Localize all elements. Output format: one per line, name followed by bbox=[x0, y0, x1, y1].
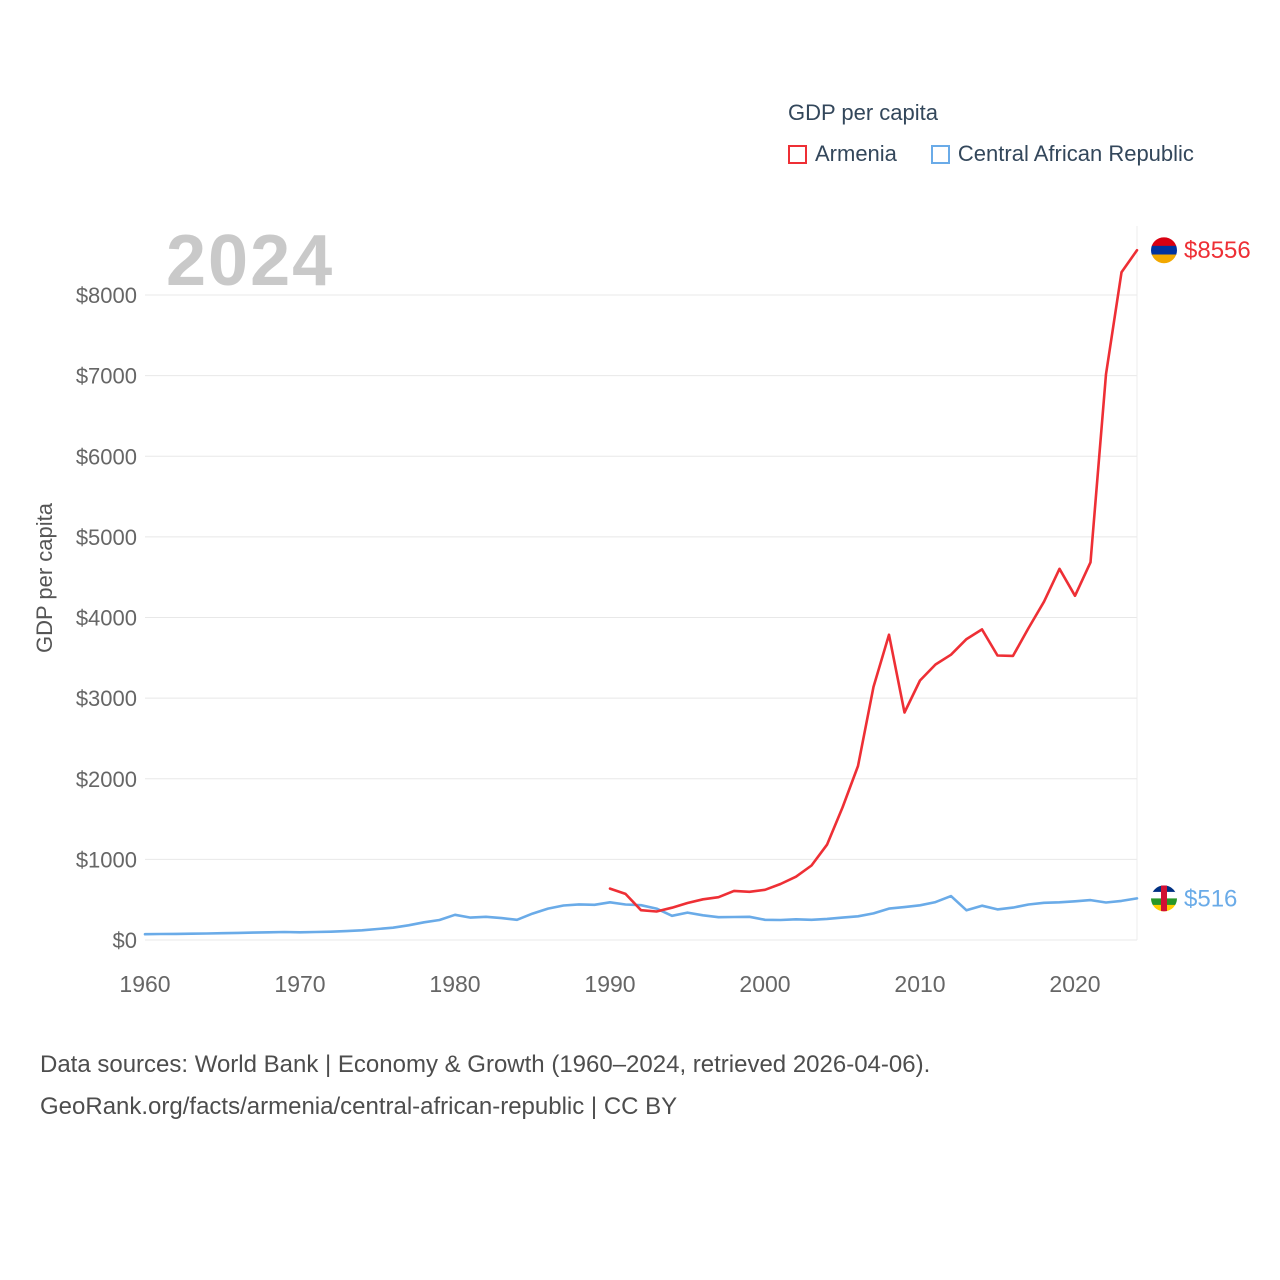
y-tick-label: $5000 bbox=[76, 525, 137, 550]
legend-item-central-african-republic[interactable]: Central African Republic bbox=[930, 141, 1194, 167]
hover-year-watermark: 2024 bbox=[166, 221, 335, 301]
y-tick-label: $6000 bbox=[76, 444, 137, 469]
y-axis-label: GDP per capita bbox=[32, 502, 57, 654]
footer: Data sources: World Bank | Economy & Gro… bbox=[40, 1044, 930, 1128]
y-tick-label: $0 bbox=[113, 928, 137, 953]
x-tick-label: 1980 bbox=[429, 971, 480, 997]
legend-swatch-central-african-republic bbox=[930, 144, 950, 164]
legend-label-central-african-republic: Central African Republic bbox=[957, 141, 1194, 166]
y-tick-label: $3000 bbox=[76, 686, 137, 711]
footer-attribution: GeoRank.org/facts/armenia/central-africa… bbox=[40, 1093, 678, 1120]
central-african-republic-flag-icon bbox=[1151, 885, 1177, 912]
legend-items: Armenia Central African Republic bbox=[788, 141, 1194, 167]
x-tick-label: 1970 bbox=[274, 971, 325, 997]
y-tick-label: $1000 bbox=[76, 847, 137, 872]
end-value-label-armenia: $8556 bbox=[1184, 237, 1251, 264]
y-tick-label: $2000 bbox=[76, 767, 137, 792]
x-tick-label: 2010 bbox=[894, 971, 945, 997]
y-tick-label: $8000 bbox=[76, 283, 137, 308]
y-tick-label: $7000 bbox=[76, 364, 137, 389]
legend-label-armenia: Armenia bbox=[815, 141, 897, 166]
legend-item-armenia[interactable]: Armenia bbox=[788, 141, 897, 167]
legend-title: GDP per capita bbox=[788, 100, 939, 125]
series-line-central-african-republic bbox=[143, 894, 1139, 936]
x-tick-label: 1990 bbox=[584, 971, 635, 997]
armenia-flag-icon bbox=[1151, 237, 1177, 264]
legend: GDP per capita Armenia Central African R… bbox=[788, 100, 1194, 167]
series-line-armenia bbox=[608, 248, 1139, 913]
x-tick-label: 2000 bbox=[739, 971, 790, 997]
footer-data-sources: Data sources: World Bank | Economy & Gro… bbox=[40, 1051, 931, 1078]
x-tick-label: 2020 bbox=[1049, 971, 1100, 997]
end-value-label-central-african-republic: $516 bbox=[1184, 885, 1237, 912]
x-tick-label: 1960 bbox=[119, 971, 170, 997]
legend-swatch-armenia bbox=[788, 144, 807, 164]
y-tick-label: $4000 bbox=[76, 606, 137, 631]
